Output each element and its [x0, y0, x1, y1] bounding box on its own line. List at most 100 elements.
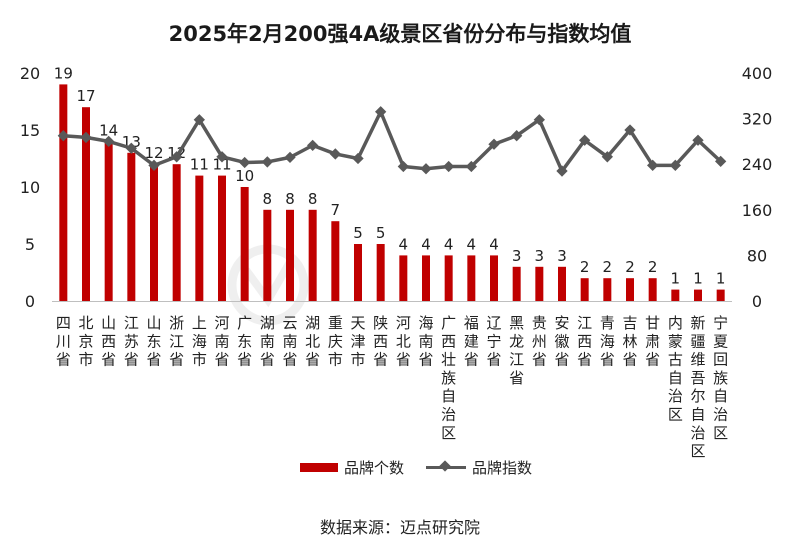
bar-value-label: 7 — [331, 201, 341, 219]
x-tick-label: 四川省 — [56, 314, 71, 369]
y-left-tick-label: 15 — [20, 121, 40, 140]
x-tick-label: 湖南省 — [260, 314, 275, 369]
bar — [376, 244, 385, 301]
index-point-marker — [397, 160, 409, 173]
x-tick-label: 陕西省 — [373, 314, 388, 369]
bar-value-label: 3 — [512, 247, 522, 265]
index-point-marker — [488, 138, 500, 150]
bar-value-label: 4 — [421, 235, 431, 253]
bar — [694, 289, 702, 301]
x-tick-label: 江苏省 — [124, 314, 139, 369]
x-tick-label: 河北省 — [396, 314, 411, 369]
x-tick-label: 新疆维吾尔自治区 — [690, 314, 705, 460]
y-left-tick-label: 0 — [25, 292, 35, 311]
x-tick-label: 辽宁省 — [486, 314, 501, 369]
index-point-marker — [647, 159, 659, 171]
bar — [444, 255, 453, 301]
y-right-tick-label: 160 — [742, 201, 773, 220]
index-point-marker — [375, 106, 387, 118]
index-point-marker — [715, 155, 727, 168]
bar — [558, 266, 566, 301]
index-point-marker — [511, 130, 523, 142]
bar-value-label: 3 — [557, 247, 567, 265]
bar-value-label: 1 — [671, 270, 681, 288]
bar-value-label: 8 — [285, 190, 295, 208]
index-point-marker — [171, 151, 183, 163]
x-tick-label: 北京市 — [78, 314, 93, 369]
bar-value-label: 1 — [693, 270, 703, 288]
index-point-marker — [148, 159, 160, 171]
legend-bar-label: 品牌个数 — [344, 458, 405, 477]
bar — [603, 278, 612, 301]
x-tick-label: 湖北省 — [305, 314, 320, 369]
index-point-marker — [125, 142, 137, 154]
y-right-tick-label: 320 — [742, 110, 773, 129]
bar — [490, 255, 498, 301]
y-left-tick-label: 10 — [20, 178, 40, 197]
index-point-marker — [352, 152, 364, 165]
bar-value-label: 14 — [99, 121, 118, 139]
bar — [512, 266, 521, 301]
index-point-marker — [669, 159, 681, 171]
y-right-tick-label: 240 — [742, 155, 773, 174]
bar-value-label: 1 — [716, 270, 726, 288]
index-point-marker — [579, 134, 591, 146]
bar-value-label: 4 — [399, 235, 409, 253]
bar — [354, 244, 362, 301]
legend-line-label: 品牌指数 — [472, 458, 533, 477]
bar — [218, 175, 226, 301]
index-point-marker — [284, 151, 296, 164]
index-point-marker — [556, 165, 568, 177]
bar-value-label: 2 — [603, 258, 613, 276]
bar — [422, 255, 430, 301]
x-tick-label: 山西省 — [101, 314, 116, 369]
bar-value-label: 10 — [235, 167, 254, 185]
index-point-marker — [465, 160, 477, 173]
bar — [59, 84, 68, 302]
bar — [580, 278, 589, 301]
y-left-tick-label: 20 — [20, 64, 40, 83]
index-point-marker — [420, 163, 432, 175]
bar — [716, 289, 725, 301]
bar — [172, 164, 181, 301]
bar-value-label: 4 — [489, 235, 499, 253]
bar-value-label: 8 — [263, 190, 273, 208]
legend-item-bar: 品牌个数 — [300, 457, 404, 478]
bar-value-label: 12 — [144, 144, 163, 162]
x-tick-label: 江西省 — [577, 314, 592, 369]
index-point-marker — [692, 134, 704, 146]
x-tick-label: 上海市 — [192, 314, 207, 369]
bar — [671, 289, 680, 301]
index-point-marker — [307, 139, 319, 152]
legend-item-line: 品牌指数 — [426, 457, 532, 478]
x-tick-label: 吉林省 — [622, 314, 637, 369]
bar — [82, 107, 90, 301]
bar-value-label: 2 — [580, 258, 590, 276]
bar — [240, 187, 249, 301]
bar — [104, 141, 113, 301]
bar — [150, 164, 158, 301]
bar — [331, 221, 340, 301]
x-tick-label: 云南省 — [282, 314, 297, 369]
y-left-tick-label: 5 — [25, 235, 35, 254]
bar — [127, 152, 136, 301]
bar-value-label: 11 — [190, 156, 209, 174]
x-tick-label: 宁夏回族自治区 — [713, 314, 728, 442]
chart-title: 2025年2月200强4A级景区省份分布与指数均值 — [168, 22, 632, 46]
index-line — [63, 110, 722, 173]
y-right-tick-label: 80 — [747, 246, 767, 265]
x-tick-label: 广西壮族自治区 — [441, 314, 456, 442]
bar-value-label: 3 — [535, 247, 545, 265]
x-tick-label: 重庆市 — [328, 314, 343, 369]
bar-value-label: 5 — [353, 224, 363, 242]
bar-value-label: 4 — [467, 235, 477, 253]
bar — [626, 278, 634, 301]
bar-value-label: 2 — [625, 258, 635, 276]
x-tick-label: 天津市 — [350, 314, 365, 369]
y-right-tick-label: 400 — [742, 64, 773, 83]
bar — [467, 255, 476, 301]
x-tick-label: 黑龙江省 — [509, 314, 524, 387]
bar-value-label: 8 — [308, 190, 318, 208]
bar — [286, 209, 294, 301]
legend-bar-swatch — [300, 462, 338, 472]
